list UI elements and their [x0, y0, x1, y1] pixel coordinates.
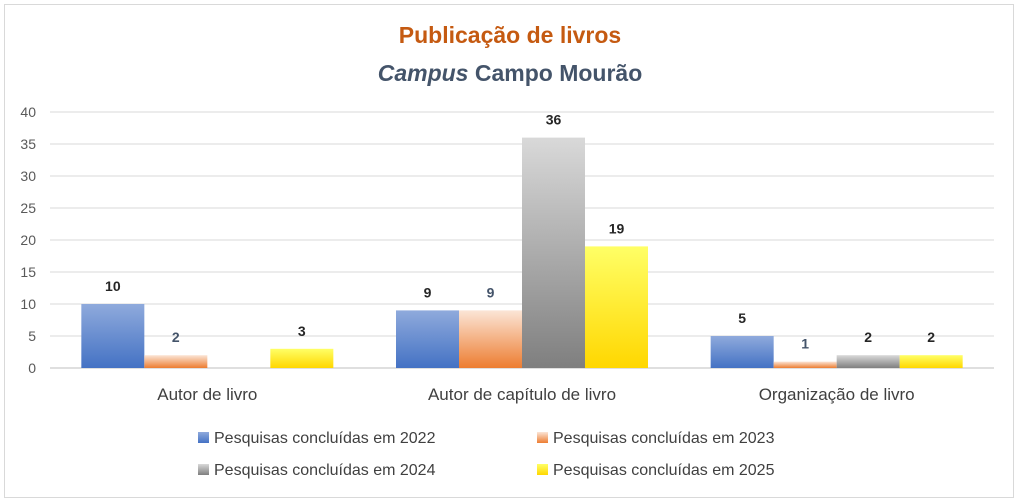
y-tick-label: 5 [28, 328, 36, 344]
subtitle-rest: Campo Mourão [474, 60, 643, 86]
data-label: 2 [172, 329, 180, 345]
bar [270, 348, 334, 368]
legend-label: Pesquisas concluídas em 2023 [553, 430, 775, 447]
category-label: Autor de livro [157, 385, 257, 404]
data-labels: 10 2 3 9 9 36 19 5 1 2 2 [105, 112, 935, 352]
chart-subtitle: Campus Campo Mourão [0, 60, 1020, 87]
legend-swatch [537, 464, 548, 475]
category-label: Autor de capítulo de livro [428, 385, 616, 404]
data-label: 1 [801, 336, 809, 352]
bar [144, 355, 208, 368]
bars [81, 137, 963, 368]
y-tick-label: 15 [20, 264, 36, 280]
chart-title: Publicação de livros [398, 22, 622, 48]
y-tick-label: 25 [20, 200, 36, 216]
legend: Pesquisas concluídas em 2022 Pesquisas co… [198, 430, 775, 479]
legend-swatch [537, 432, 548, 443]
y-tick-label: 20 [20, 232, 36, 248]
data-label: 10 [105, 278, 121, 294]
category-label: Organização de livro [759, 385, 915, 404]
data-label: 19 [609, 220, 625, 236]
bar [396, 310, 459, 368]
chart-frame [4, 4, 1014, 498]
bar [899, 355, 963, 368]
legend-label: Pesquisas concluídas em 2022 [214, 430, 436, 447]
bar [585, 246, 648, 368]
bar [836, 355, 900, 368]
y-tick-label: 30 [20, 168, 36, 184]
bar [522, 137, 585, 368]
y-tick-label: 40 [20, 104, 36, 120]
y-axis-ticks: 0 5 10 15 20 25 30 35 40 [20, 104, 36, 376]
legend-label: Pesquisas concluídas em 2025 [553, 462, 775, 479]
legend-swatch [198, 432, 209, 443]
bar [710, 336, 774, 368]
data-label: 9 [487, 284, 495, 300]
data-label: 2 [927, 329, 935, 345]
subtitle-italic: Campus [377, 60, 469, 86]
data-label: 3 [298, 323, 306, 339]
y-tick-label: 10 [20, 296, 36, 312]
legend-label: Pesquisas concluídas em 2024 [214, 462, 436, 479]
data-label: 5 [738, 310, 746, 326]
bar [459, 310, 522, 368]
category-labels: Autor de livro Autor de capítulo de livro… [157, 385, 914, 404]
data-label: 36 [546, 112, 562, 128]
y-tick-label: 0 [28, 360, 36, 376]
bar [773, 361, 837, 368]
data-label: 9 [424, 284, 432, 300]
data-label: 2 [864, 329, 872, 345]
y-tick-label: 35 [20, 136, 36, 152]
legend-swatch [198, 464, 209, 475]
bar [81, 304, 145, 368]
